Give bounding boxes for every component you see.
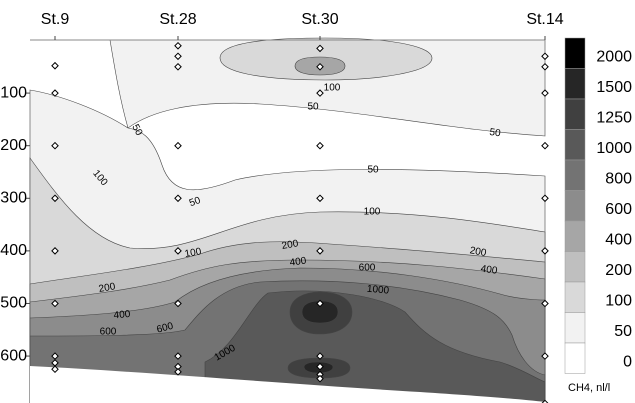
colorbar-swatch <box>564 37 586 69</box>
colorbar-label: 1250 <box>596 109 632 126</box>
contour-label: 50 <box>188 195 203 209</box>
level-50 <box>109 39 546 137</box>
sample-point <box>174 194 182 203</box>
below-bottom <box>30 366 545 403</box>
contour-label: 200 <box>469 245 488 259</box>
contour-label: 100 <box>184 246 203 260</box>
colorbar-label: 200 <box>605 262 632 279</box>
contour-label: 400 <box>289 255 307 268</box>
colorbar-swatch <box>564 68 586 100</box>
contour-label: 600 <box>359 263 376 274</box>
sample-point <box>316 299 324 308</box>
y-tick-label: -600 <box>0 347 27 364</box>
level-1500 <box>301 300 339 324</box>
y-tick-label: -300 <box>0 190 27 207</box>
colorbar-label: 1500 <box>596 79 632 96</box>
station-label: St.30 <box>301 11 338 28</box>
sample-point <box>51 352 59 360</box>
colorbar-swatch <box>564 220 586 252</box>
station-label: St.14 <box>526 11 563 28</box>
contour-label: 50 <box>489 127 502 140</box>
colorbar-swatch <box>564 251 586 283</box>
sample-point <box>316 194 324 203</box>
colorbar-swatch <box>564 159 586 191</box>
contour-label: 100 <box>364 207 381 218</box>
sample-point <box>541 399 549 403</box>
colorbar-swatch <box>564 342 586 374</box>
contour-label: 400 <box>113 309 131 321</box>
sample-point <box>51 61 59 70</box>
y-tick-label: -400 <box>0 242 27 259</box>
sample-point <box>174 62 182 71</box>
station-label: St.28 <box>159 11 196 28</box>
sample-point <box>51 299 59 308</box>
colorbar-label: 0 <box>623 353 632 370</box>
colorbar-swatch <box>564 312 586 344</box>
colorbar-label: 50 <box>614 323 632 340</box>
sample-point <box>51 194 59 203</box>
contour-label: 200 <box>281 238 300 252</box>
y-tick-label: -500 <box>0 295 27 312</box>
sample-point <box>316 62 324 71</box>
level-1000 <box>204 290 546 403</box>
contour-label: 600 <box>100 327 117 338</box>
sample-point <box>316 44 324 53</box>
sample-point <box>174 352 182 360</box>
sample-point <box>174 299 182 308</box>
sample-point <box>316 374 324 383</box>
station-label: St.9 <box>41 11 70 28</box>
y-tick-label: -200 <box>0 137 27 154</box>
sample-point <box>174 52 182 61</box>
colorbar-title: CH4, nl/l <box>568 382 610 394</box>
colorbar-label: 600 <box>605 201 632 218</box>
sample-point <box>541 62 549 71</box>
sample-point <box>541 299 549 308</box>
sample-point <box>51 247 59 255</box>
sample-point <box>174 41 182 50</box>
sample-point <box>541 247 549 255</box>
colorbar-label: 800 <box>605 170 632 187</box>
sample-point <box>174 368 182 376</box>
sample-point <box>541 141 549 150</box>
contour-label: 1000 <box>366 284 390 297</box>
colorbar-label: 400 <box>605 231 632 248</box>
sample-point <box>316 370 324 379</box>
contour-label: 50 <box>307 102 319 113</box>
contour-label: 400 <box>480 264 498 277</box>
colorbar-label: 2000 <box>596 48 632 65</box>
colorbar-label: 100 <box>605 292 632 309</box>
sample-point <box>51 365 59 374</box>
sample-point <box>541 352 549 360</box>
y-tick-label: -100 <box>0 84 27 101</box>
sample-point <box>316 352 324 360</box>
sample-point <box>51 359 59 367</box>
sample-point <box>316 89 324 97</box>
sample-point <box>51 89 59 97</box>
contour-label: 50 <box>129 123 144 138</box>
sample-point <box>174 247 182 255</box>
contour-label: 600 <box>156 321 175 336</box>
contour-field <box>29 37 546 403</box>
contour-label: 200 <box>98 281 117 295</box>
contour-label: 100 <box>324 83 341 94</box>
colorbar-swatch <box>564 190 586 222</box>
sample-point <box>541 89 549 97</box>
colorbar-swatch <box>564 129 586 161</box>
colorbar-label: 1000 <box>596 140 632 157</box>
sample-point <box>316 362 324 371</box>
sample-point <box>541 52 549 61</box>
colorbar-swatch <box>564 281 586 313</box>
sample-point <box>316 141 324 150</box>
sample-point <box>174 362 182 371</box>
contour-label: 50 <box>367 165 379 176</box>
sample-point <box>51 141 59 150</box>
sample-point <box>541 194 549 203</box>
sample-point <box>174 141 182 150</box>
colorbar-swatch <box>564 98 586 130</box>
sample-point <box>316 247 324 255</box>
